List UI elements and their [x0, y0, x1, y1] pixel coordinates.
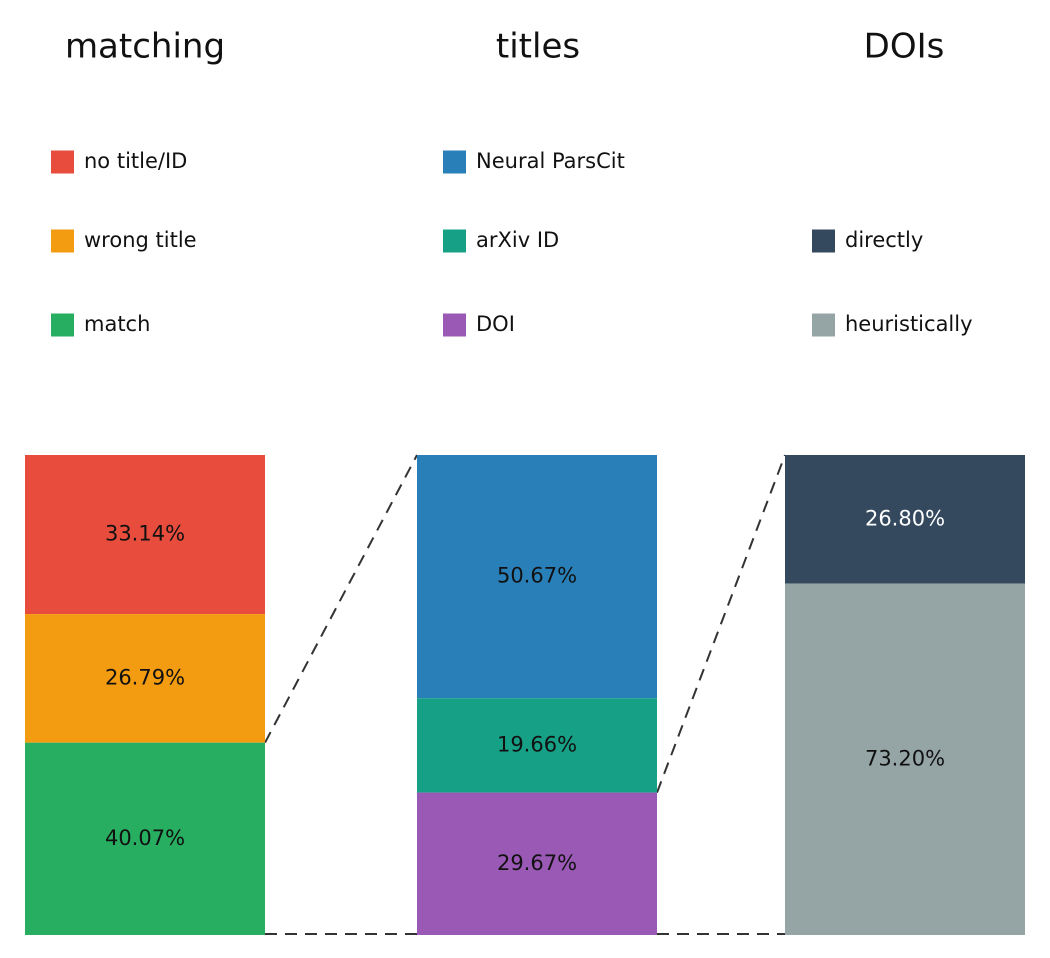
legend-label: match [84, 312, 150, 336]
panel-title-dois: DOIs [864, 27, 945, 67]
data-label-doi: 29.67% [497, 851, 577, 875]
legend-label: wrong title [84, 228, 197, 252]
legend-item-heuristically: heuristically [812, 312, 973, 337]
legend-label: no title/ID [84, 149, 187, 173]
legend-label: Neural ParsCit [476, 149, 625, 173]
legend-swatch [443, 229, 466, 253]
legend-swatch [51, 229, 74, 253]
legend-label: directly [845, 228, 923, 252]
legend-item-directly: directly [812, 228, 923, 253]
bar-segment-heuristically [785, 583, 1025, 935]
legend-swatch [812, 229, 835, 253]
data-label-match: 40.07% [105, 826, 185, 850]
data-label-wrong-title: 26.79% [105, 665, 185, 689]
legend-label: heuristically [845, 312, 973, 336]
legends: no title/ID wrong title match Neural ParsCi… [51, 149, 973, 337]
legend-item-neural-parscit: Neural ParsCit [443, 149, 625, 174]
legend-item-arxiv-id: arXiv ID [443, 228, 559, 253]
panel-title-matching: matching [65, 27, 225, 67]
connector-top-1 [264, 454, 418, 744]
data-label-neural-parscit: 50.67% [497, 564, 577, 588]
connector-lines [264, 454, 786, 935]
legend-item-match: match [51, 312, 150, 337]
connector-top-2 [656, 454, 786, 793]
data-label-heuristically: 73.20% [865, 746, 945, 770]
bar-segment-arxiv-id [417, 698, 657, 793]
legend-swatch [443, 150, 466, 174]
legend-label: DOI [476, 312, 515, 336]
data-label-arxiv-id: 19.66% [497, 732, 577, 756]
legend-item-no-title-id: no title/ID [51, 149, 187, 174]
bar-segment-neural-parscit [417, 455, 657, 699]
stacked-bars: 33.14% 26.79% 40.07% 50.67% 19.66% 29.67% 26.8… [25, 455, 1025, 935]
bar-segment-wrong-title [25, 614, 265, 743]
bar-segment-doi [417, 792, 657, 935]
legend-item-doi: DOI [443, 312, 515, 337]
legend-swatch [51, 313, 74, 337]
bar-segment-no-title-id [25, 455, 265, 615]
panel-title-titles: titles [496, 27, 580, 67]
data-label-directly: 26.80% [865, 506, 945, 530]
bar-segment-match [25, 742, 265, 935]
legend-swatch [51, 150, 74, 174]
legend-swatch [443, 313, 466, 337]
panel-titles: matching titles DOIs [65, 27, 944, 67]
legend-swatch [812, 313, 835, 337]
legend-label: arXiv ID [476, 228, 559, 252]
legend-item-wrong-title: wrong title [51, 228, 197, 253]
data-label-no-title-id: 33.14% [105, 522, 185, 546]
bar-segment-directly [785, 455, 1025, 584]
